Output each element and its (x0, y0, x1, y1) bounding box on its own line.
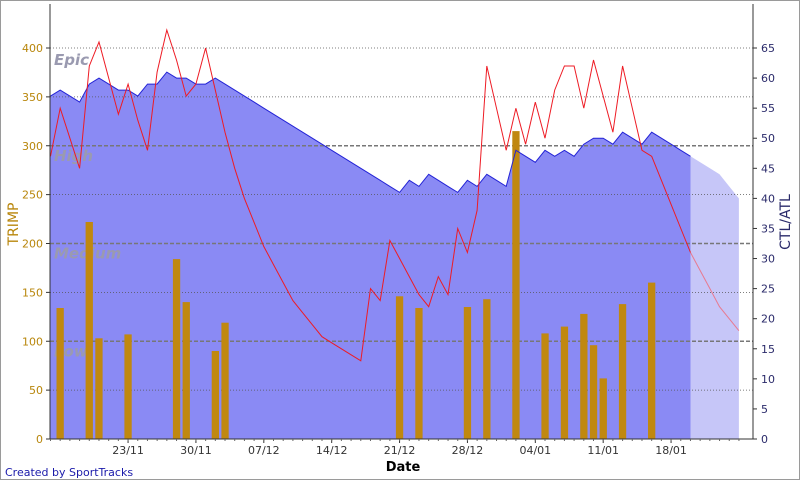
trimp-bar (85, 222, 93, 439)
trimp-bar (95, 338, 103, 439)
y-right-tick-label: 50 (761, 132, 775, 145)
y-right-tick-label: 55 (761, 102, 775, 115)
trimp-bar (56, 308, 64, 439)
trimp-bar (395, 296, 404, 439)
trimp-bar (648, 282, 656, 439)
trimp-bar (124, 334, 132, 439)
y-left-tick-label: 300 (22, 140, 43, 153)
y-left-tick-label: 400 (22, 42, 43, 55)
y-left-tick-label: 250 (22, 189, 43, 202)
y-right-tick-label: 25 (761, 283, 775, 296)
y-right-tick-label: 20 (761, 313, 775, 326)
trimp-bar (483, 299, 491, 439)
zone-label-epic: Epic (54, 51, 89, 69)
y-axis-right-title: CTL/ATL (778, 194, 794, 250)
y-right-tick-label: 10 (761, 373, 775, 386)
x-tick-label: 11/01 (587, 444, 619, 457)
trimp-bar (512, 131, 520, 439)
atl-line (50, 28, 691, 362)
grid-layer (50, 47, 753, 391)
y-right-tick-label: 65 (761, 42, 775, 55)
zone-label-high: High (54, 147, 93, 165)
trimp-bar (211, 351, 219, 439)
x-tick-label: 04/01 (519, 444, 551, 457)
trimp-bar (221, 322, 229, 439)
y-left-tick-label: 0 (36, 433, 43, 446)
y-right-tick-label: 40 (761, 192, 775, 205)
atl-projection-line (690, 252, 740, 332)
trimp-bar (182, 302, 190, 439)
footer-credit: Created by SportTracks (5, 466, 133, 479)
y-right-tick-label: 45 (761, 162, 775, 175)
y-left-tick-label: 150 (22, 286, 43, 299)
trimp-bar (463, 307, 472, 439)
trimp-bar (541, 333, 549, 439)
y-left-tick-label: 200 (22, 238, 43, 251)
y-left-tick-label: 350 (22, 91, 43, 104)
x-tick-label: 28/12 (452, 444, 484, 457)
x-tick-label: 21/12 (384, 444, 416, 457)
y-right-tick-label: 35 (761, 222, 775, 235)
y-left-tick-label: 100 (22, 335, 43, 348)
line-series (50, 28, 740, 362)
x-tick-label: 14/12 (316, 444, 348, 457)
y-right-tick-label: 60 (761, 72, 775, 85)
y-right-tick-label: 15 (761, 343, 775, 356)
y-right-tick-label: 5 (761, 403, 768, 416)
trimp-bar (560, 326, 569, 439)
y-right-tick-label: 0 (761, 433, 768, 446)
x-tick-label: 23/11 (112, 444, 144, 457)
x-tick-label: 07/12 (248, 444, 280, 457)
y-axis-left-title: TRIMP (6, 203, 22, 247)
trimp-bar (618, 304, 627, 439)
trimp-bar (599, 378, 607, 439)
x-tick-label: 18/01 (655, 444, 687, 457)
axes: 0 50 100 150 200 250 300 350 400 0 5 10 15 20 25 30 35 40… (22, 4, 775, 457)
y-right-tick-label: 30 (761, 253, 775, 266)
y-left-tick-label: 50 (29, 384, 43, 397)
trimp-bar (589, 345, 598, 439)
trimp-bar (172, 259, 181, 439)
trimp-bar (580, 313, 588, 439)
ctl-line (50, 71, 691, 194)
ctl-area-fill (50, 72, 691, 439)
x-tick-label: 30/11 (180, 444, 212, 457)
trimp-bar (415, 308, 423, 439)
bar-series (56, 131, 656, 439)
x-axis-title: Date (386, 460, 421, 475)
